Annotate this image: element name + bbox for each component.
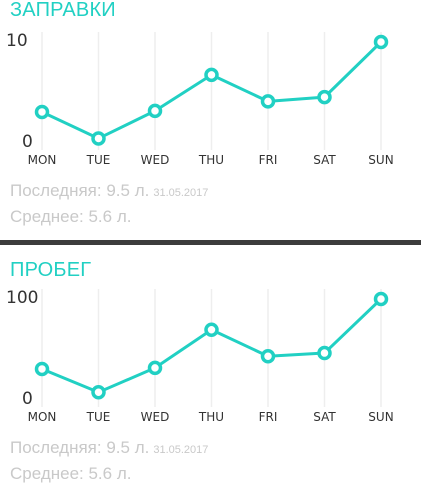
- data-point-sun: [373, 291, 389, 307]
- x-tick-wed: WED: [141, 153, 170, 167]
- data-point-thu: [204, 322, 219, 337]
- x-tick-mon: MON: [28, 153, 57, 167]
- mileage-last-label: Последняя: 9.5 л.: [10, 438, 150, 457]
- mileage-card-title: ПРОБЕГ: [10, 259, 92, 281]
- data-point-mon: [34, 361, 50, 377]
- data-point-thu: [204, 67, 219, 83]
- data-point-fri: [260, 94, 276, 109]
- data-point-fri: [260, 348, 276, 364]
- fuel-last-value: Последняя: 9.5 л. 31.05.2017: [10, 178, 208, 204]
- fuel-average: Среднее: 5.6 л.: [10, 207, 132, 226]
- mileage-card: ПРОБЕГ 100 0 MON TUE WED THU FRI SAT SUN Последн…: [0, 245, 421, 495]
- data-point-tue: [91, 131, 106, 146]
- x-tick-sun: SUN: [368, 153, 393, 167]
- mileage-stats: Последняя: 9.5 л. 31.05.2017 Среднее: 5.6…: [10, 435, 208, 487]
- data-point-sun: [373, 34, 389, 50]
- mileage-average: Среднее: 5.6 л.: [10, 464, 132, 483]
- data-point-sat: [317, 89, 332, 105]
- x-tick-mon: MON: [28, 410, 57, 424]
- y-tick-min: 0: [22, 389, 33, 409]
- fuel-last-date: 31.05.2017: [153, 187, 209, 199]
- x-tick-thu: THU: [198, 410, 224, 424]
- fuel-card-title: ЗАПРАВКИ: [10, 0, 116, 21]
- x-tick-sun: SUN: [368, 410, 393, 424]
- x-tick-fri: FRI: [259, 153, 278, 167]
- data-point-wed: [147, 103, 163, 119]
- data-point-tue: [91, 385, 106, 400]
- fuel-stats: Последняя: 9.5 л. 31.05.2017 Среднее: 5.6…: [10, 178, 208, 230]
- data-point-mon: [34, 104, 50, 120]
- mileage-last-date: 31.05.2017: [153, 444, 209, 456]
- x-tick-sat: SAT: [313, 153, 336, 167]
- data-point-sat: [317, 345, 332, 361]
- fuel-card: ЗАПРАВКИ 10 0 MON TUE WED THU FRI SAT SUN Послед…: [0, 0, 421, 240]
- x-tick-tue: TUE: [86, 153, 111, 167]
- x-tick-thu: THU: [198, 153, 224, 167]
- y-tick-min: 0: [22, 132, 33, 152]
- y-tick-max: 10: [6, 31, 28, 51]
- x-tick-sat: SAT: [313, 410, 336, 424]
- x-tick-fri: FRI: [259, 410, 278, 424]
- fuel-last-label: Последняя: 9.5 л.: [10, 181, 150, 200]
- data-point-wed: [147, 360, 163, 376]
- section-divider: [0, 240, 421, 245]
- x-tick-wed: WED: [141, 410, 170, 424]
- mileage-last-value: Последняя: 9.5 л. 31.05.2017: [10, 435, 208, 461]
- y-tick-max: 100: [6, 288, 38, 308]
- x-tick-tue: TUE: [86, 410, 111, 424]
